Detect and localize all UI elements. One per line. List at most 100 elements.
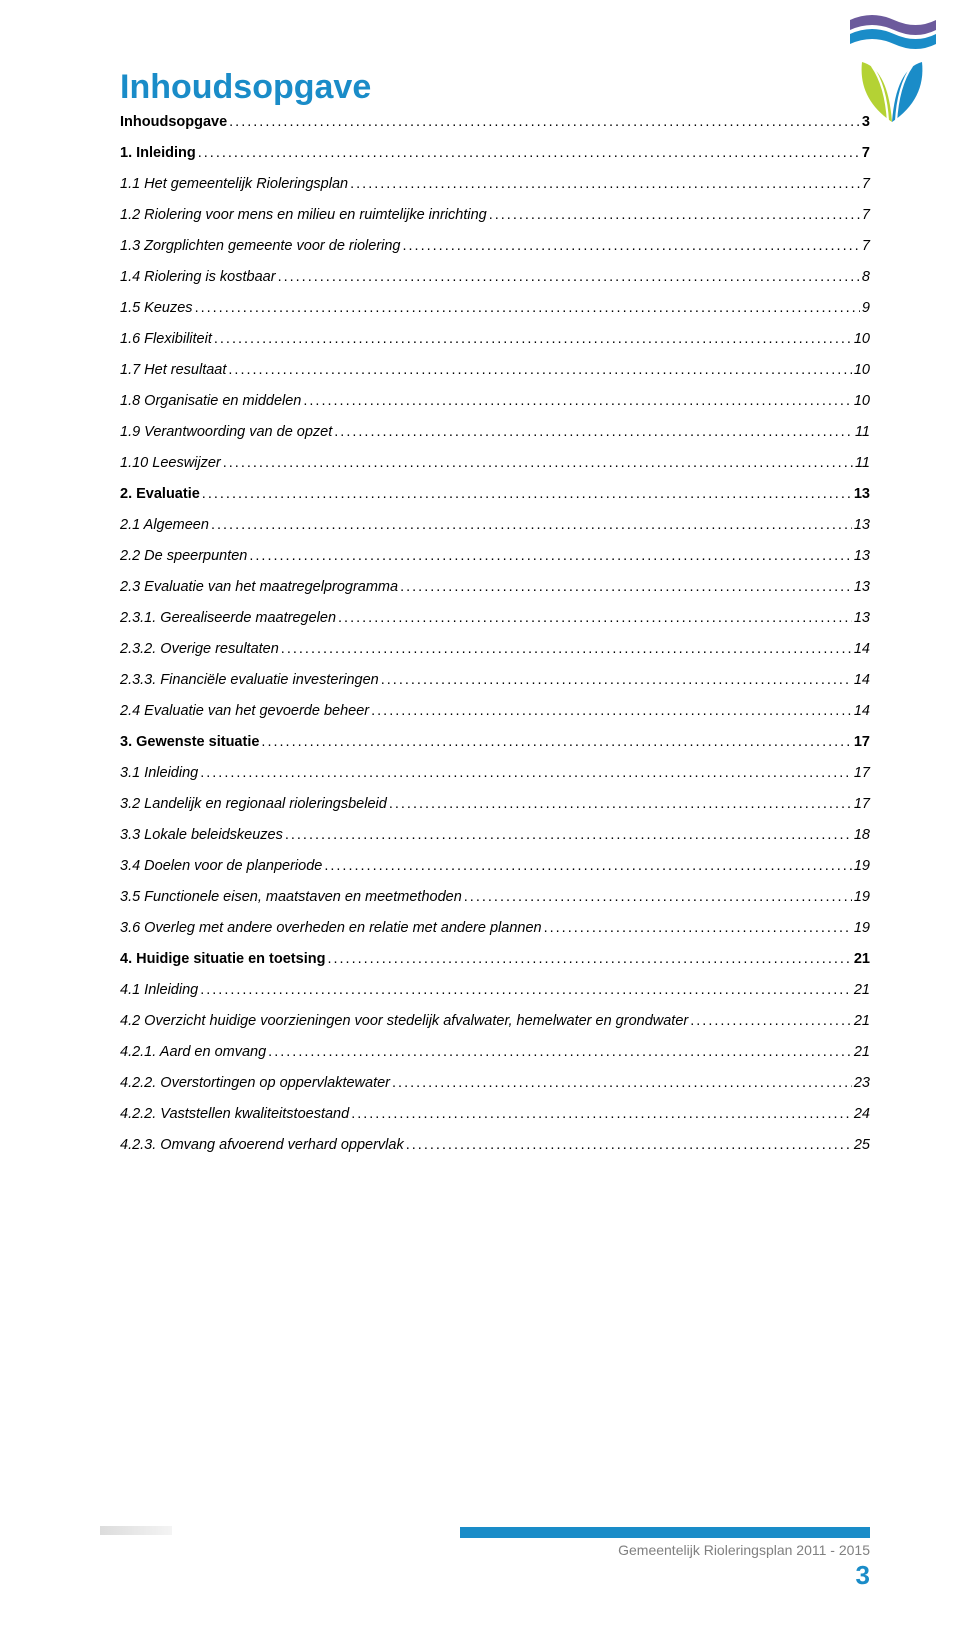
toc-label: 3. Gewenste situatie (120, 735, 259, 750)
toc-label: 3.5 Functionele eisen, maatstaven en mee… (120, 890, 462, 905)
toc-leader (381, 673, 852, 688)
toc-row: 4.2.1. Aard en omvang 21 (120, 1045, 870, 1060)
toc-row: 1.1 Het gemeentelijk Rioleringsplan 7 (120, 177, 870, 192)
toc-label: 4.2.2. Overstortingen op oppervlaktewate… (120, 1076, 390, 1091)
toc-label: Inhoudsopgave (120, 115, 227, 130)
toc-row: 4.2.2. Vaststellen kwaliteitstoestand 24 (120, 1107, 870, 1122)
toc-row: 2.3.3. Financiële evaluatie investeringe… (120, 673, 870, 688)
toc-page-number: 21 (854, 1045, 870, 1060)
toc-leader (324, 859, 852, 874)
toc-page-number: 9 (862, 301, 870, 316)
toc-leader (198, 146, 860, 161)
toc-row: 2.3.2. Overige resultaten 14 (120, 642, 870, 657)
toc-page-number: 13 (854, 580, 870, 595)
toc-page-number: 8 (862, 270, 870, 285)
toc-row: 3.1 Inleiding 17 (120, 766, 870, 781)
toc-leader (195, 301, 860, 316)
toc-row: 2.2 De speerpunten 13 (120, 549, 870, 564)
toc-row: 1.8 Organisatie en middelen 10 (120, 394, 870, 409)
toc-leader (223, 456, 853, 471)
toc-label: 3.6 Overleg met andere overheden en rela… (120, 921, 542, 936)
toc-page-number: 13 (854, 549, 870, 564)
toc-row: 3. Gewenste situatie 17 (120, 735, 870, 750)
toc-row: 1.9 Verantwoording van de opzet 11 (120, 425, 870, 440)
toc-page-number: 10 (854, 332, 870, 347)
toc-label: 4.2.2. Vaststellen kwaliteitstoestand (120, 1107, 349, 1122)
footer-gray-accent (100, 1526, 172, 1535)
toc-page-number: 25 (854, 1138, 870, 1153)
toc-label: 2.3.2. Overige resultaten (120, 642, 279, 657)
toc-row: 4. Huidige situatie en toetsing 21 (120, 952, 870, 967)
toc-page-number: 18 (854, 828, 870, 843)
toc-row: 2. Evaluatie 13 (120, 487, 870, 502)
toc-leader (261, 735, 851, 750)
toc-row: 2.3 Evaluatie van het maatregelprogramma… (120, 580, 870, 595)
toc-leader (464, 890, 852, 905)
toc-leader (211, 518, 852, 533)
toc-label: 1.4 Riolering is kostbaar (120, 270, 276, 285)
footer-text: Gemeentelijk Rioleringsplan 2011 - 2015 (120, 1542, 870, 1558)
toc-leader (350, 177, 860, 192)
toc-label: 3.4 Doelen voor de planperiode (120, 859, 322, 874)
toc-page-number: 19 (854, 890, 870, 905)
toc-page-number: 7 (862, 239, 870, 254)
toc-label: 2.3.1. Gerealiseerde maatregelen (120, 611, 336, 626)
toc-label: 1.7 Het resultaat (120, 363, 226, 378)
toc-label: 3.1 Inleiding (120, 766, 198, 781)
footer-page-number: 3 (120, 1560, 870, 1591)
toc-page-number: 14 (854, 673, 870, 688)
page-title: Inhoudsopgave (120, 68, 870, 107)
toc-label: 1.9 Verantwoording van de opzet (120, 425, 332, 440)
toc-row: 4.1 Inleiding 21 (120, 983, 870, 998)
toc-leader (338, 611, 852, 626)
toc-row: 2.3.1. Gerealiseerde maatregelen 13 (120, 611, 870, 626)
toc-row: 1.6 Flexibiliteit 10 (120, 332, 870, 347)
toc-leader (303, 394, 851, 409)
toc-label: 4.2 Overzicht huidige voorzieningen voor… (120, 1014, 688, 1029)
toc-page-number: 21 (854, 983, 870, 998)
toc-label: 2.4 Evaluatie van het gevoerde beheer (120, 704, 369, 719)
toc-leader (489, 208, 860, 223)
toc-row: 1. Inleiding 7 (120, 146, 870, 161)
toc-page-number: 13 (854, 611, 870, 626)
toc-page-number: 13 (854, 518, 870, 533)
toc-row: 1.2 Riolering voor mens en milieu en rui… (120, 208, 870, 223)
toc-label: 2.3.3. Financiële evaluatie investeringe… (120, 673, 379, 688)
toc-leader (228, 363, 851, 378)
toc-row: 3.2 Landelijk en regionaal rioleringsbel… (120, 797, 870, 812)
toc-label: 1.6 Flexibiliteit (120, 332, 212, 347)
toc-leader (351, 1107, 852, 1122)
toc-leader (544, 921, 852, 936)
toc-label: 3.3 Lokale beleidskeuzes (120, 828, 283, 843)
toc-row: 3.6 Overleg met andere overheden en rela… (120, 921, 870, 936)
toc-leader (327, 952, 851, 967)
toc-leader (389, 797, 852, 812)
toc-leader (392, 1076, 852, 1091)
toc-row: 4.2.3. Omvang afvoerend verhard oppervla… (120, 1138, 870, 1153)
toc-page-number: 11 (855, 456, 870, 471)
toc-leader (403, 239, 860, 254)
toc-row: 1.3 Zorgplichten gemeente voor de rioler… (120, 239, 870, 254)
toc-label: 4. Huidige situatie en toetsing (120, 952, 325, 967)
toc-leader (200, 766, 852, 781)
toc-leader (268, 1045, 852, 1060)
toc-label: 1.2 Riolering voor mens en milieu en rui… (120, 208, 487, 223)
toc-label: 3.2 Landelijk en regionaal rioleringsbel… (120, 797, 387, 812)
toc-row: 2.1 Algemeen 13 (120, 518, 870, 533)
toc-page-number: 23 (854, 1076, 870, 1091)
toc-row: 1.4 Riolering is kostbaar 8 (120, 270, 870, 285)
toc-label: 1.3 Zorgplichten gemeente voor de rioler… (120, 239, 401, 254)
toc-page-number: 14 (854, 642, 870, 657)
toc-row: 1.7 Het resultaat 10 (120, 363, 870, 378)
toc-label: 2.1 Algemeen (120, 518, 209, 533)
toc-page-number: 19 (854, 859, 870, 874)
toc-row: 3.5 Functionele eisen, maatstaven en mee… (120, 890, 870, 905)
toc-page-number: 21 (854, 1014, 870, 1029)
toc-label: 4.2.3. Omvang afvoerend verhard oppervla… (120, 1138, 404, 1153)
toc-row: 3.3 Lokale beleidskeuzes 18 (120, 828, 870, 843)
toc-label: 1.8 Organisatie en middelen (120, 394, 301, 409)
toc-page-number: 17 (854, 735, 870, 750)
toc-leader (371, 704, 852, 719)
toc-leader (285, 828, 852, 843)
logo (848, 14, 936, 124)
